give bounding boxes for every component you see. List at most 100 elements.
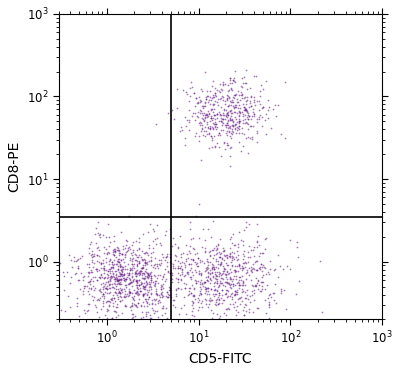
Point (103, 233, 110, 239)
Point (65, 294, 71, 300)
Point (208, 234, 214, 240)
Point (207, 280, 213, 286)
Point (210, 120, 216, 126)
Point (226, 305, 232, 311)
Point (136, 235, 142, 241)
Point (134, 267, 140, 273)
Point (234, 287, 240, 293)
Point (234, 95, 240, 101)
Point (226, 270, 232, 276)
Point (247, 123, 254, 129)
Point (162, 310, 168, 316)
Point (198, 270, 204, 276)
Point (202, 112, 208, 117)
Point (215, 294, 222, 300)
Point (132, 290, 138, 296)
Point (237, 301, 243, 307)
Point (69, 264, 75, 270)
Point (214, 111, 221, 117)
Point (155, 272, 162, 278)
Point (81, 285, 88, 291)
Point (317, 258, 323, 264)
Point (224, 103, 231, 109)
Point (140, 291, 146, 297)
Point (116, 247, 122, 253)
Point (131, 287, 137, 293)
Point (142, 259, 148, 265)
Point (178, 305, 184, 311)
Point (195, 114, 201, 120)
Point (88, 259, 95, 265)
Point (130, 276, 137, 282)
Point (119, 289, 126, 295)
Point (263, 271, 269, 277)
Point (210, 273, 216, 279)
Point (212, 93, 218, 98)
Point (287, 266, 294, 272)
Point (242, 295, 248, 301)
Point (254, 238, 260, 244)
Point (176, 128, 183, 134)
Point (231, 104, 238, 110)
Point (189, 113, 195, 119)
Point (80, 288, 86, 294)
Point (121, 271, 127, 277)
Point (112, 250, 118, 256)
Point (114, 259, 121, 265)
Point (117, 271, 124, 277)
Point (89, 257, 95, 263)
Point (200, 226, 206, 232)
Point (204, 125, 211, 131)
Point (251, 287, 257, 293)
Point (210, 247, 217, 253)
Point (214, 278, 221, 284)
Point (100, 291, 106, 297)
Point (168, 279, 175, 285)
Point (236, 229, 242, 235)
Point (167, 285, 173, 291)
Point (183, 88, 189, 94)
Point (222, 279, 228, 285)
Point (181, 280, 188, 286)
Point (227, 275, 233, 280)
Point (258, 82, 264, 88)
Point (227, 276, 233, 282)
Point (254, 305, 260, 311)
Point (106, 234, 112, 240)
Point (119, 273, 125, 279)
Point (243, 107, 250, 113)
Point (156, 257, 162, 263)
Point (220, 127, 226, 133)
Point (234, 291, 240, 297)
Point (152, 308, 158, 314)
Point (218, 113, 224, 119)
Point (128, 303, 135, 309)
Point (202, 284, 208, 290)
Point (218, 118, 224, 124)
Point (255, 278, 262, 283)
Point (282, 135, 288, 141)
Point (224, 95, 230, 101)
Point (160, 281, 166, 287)
Point (186, 248, 192, 254)
Point (234, 241, 241, 247)
Point (255, 233, 262, 239)
Point (247, 94, 254, 100)
Point (123, 242, 129, 248)
Point (98, 270, 104, 276)
Point (78, 270, 84, 276)
Point (136, 269, 142, 275)
Point (242, 282, 248, 288)
Point (268, 294, 275, 300)
Point (177, 264, 183, 270)
Point (250, 297, 257, 303)
Point (212, 121, 218, 127)
Point (90, 283, 96, 289)
Point (80, 307, 87, 313)
Point (142, 283, 148, 289)
Point (211, 245, 217, 251)
Point (137, 268, 143, 274)
Point (247, 254, 254, 260)
Point (254, 239, 260, 245)
Point (143, 311, 149, 317)
